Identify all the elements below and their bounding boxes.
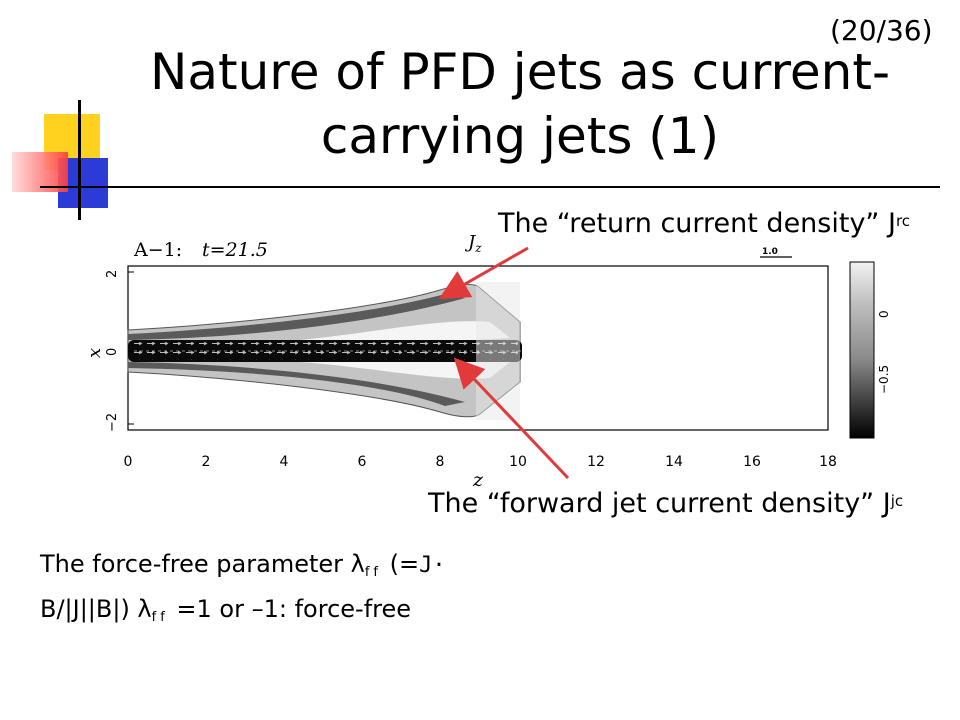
y-axis-label: x <box>84 348 105 358</box>
colorbar-tick-0: 0 <box>877 310 891 318</box>
y-axis: 2 0 −2 x <box>84 270 134 432</box>
body-line-1-a: The force-free parameter λ <box>40 550 365 578</box>
body-line-1-mono: J· <box>419 553 446 578</box>
x-tick-label: 18 <box>819 454 837 470</box>
jet-cavity-upper <box>300 321 510 344</box>
body-line-2-b: =1 or –1: force-free <box>168 595 412 623</box>
x-tick-label: 6 <box>358 454 367 470</box>
body-line-2: B/|J||B|) λff =1 or –1: force-free <box>40 591 580 636</box>
plot-area <box>127 265 829 431</box>
y-tick-label-0: 0 <box>105 348 120 356</box>
colorbar-gradient <box>849 261 875 439</box>
x-tick-label: 2 <box>202 454 211 470</box>
x-tick-label: 14 <box>665 454 683 470</box>
body-line-2-a: B/|J||B|) λ <box>40 595 152 623</box>
logo-red-square <box>12 152 68 192</box>
forward-current-sup: jc <box>890 492 904 510</box>
x-tick-label: 10 <box>509 454 527 470</box>
logo-vertical-line <box>78 100 81 220</box>
y-tick-label-minus-2: −2 <box>105 413 120 432</box>
return-current-text: The “return current density” J <box>498 208 896 239</box>
title-underline <box>80 186 940 188</box>
slide-number: (20/36) <box>830 14 933 47</box>
return-current-arrow <box>438 246 529 299</box>
return-current-sup: rc <box>895 212 911 230</box>
slide-title: Nature of PFD jets as current- carrying … <box>120 40 920 168</box>
x-tick-label: 8 <box>436 454 445 470</box>
x-tick-label: 4 <box>280 454 289 470</box>
colorbar-tick-minus-0-5: −0.5 <box>877 365 891 394</box>
colorbar: 0 −0.5 <box>849 261 891 439</box>
return-current-sheath-lower <box>128 362 465 406</box>
return-current-annotation: The “return current density” Jrc <box>498 208 910 239</box>
x-tick-label: 16 <box>743 454 761 470</box>
forward-current-annotation: The “forward jet current density” Jjc <box>428 488 903 519</box>
body-line-1-b: (= <box>382 550 420 578</box>
x-tick-label: 0 <box>124 454 133 470</box>
velocity-vectors <box>132 342 518 360</box>
jet-simulation-figure: A−1: t=21.5 Jz 1.0 2 0 −2 x 0 2 4 6 8 10… <box>84 232 891 491</box>
forward-current-text: The “forward jet current density” J <box>428 488 891 519</box>
lambda-sub-1: ff <box>364 565 382 580</box>
logo-decoration <box>10 100 130 220</box>
time-label: t=21.5 <box>202 239 268 261</box>
x-axis-label: z <box>472 469 484 491</box>
force-free-description: The force-free parameter λff (=J· B/|J||… <box>40 546 580 636</box>
slide-title-line-2: carrying jets (1) <box>320 107 720 165</box>
forward-current-arrow <box>453 357 570 480</box>
lambda-sub-2: ff <box>151 610 169 625</box>
slide-title-line-1: Nature of PFD jets as current- <box>149 43 891 101</box>
y-tick-label-2: 2 <box>105 270 120 278</box>
run-label: A−1: <box>133 239 182 261</box>
vector-scale-label: 1.0 <box>762 247 778 257</box>
x-tick-label: 12 <box>587 454 605 470</box>
return-current-sheath-upper <box>128 294 465 340</box>
body-line-1: The force-free parameter λff (=J· <box>40 546 580 591</box>
x-axis: 0 2 4 6 8 10 12 14 16 18 z <box>124 454 837 491</box>
